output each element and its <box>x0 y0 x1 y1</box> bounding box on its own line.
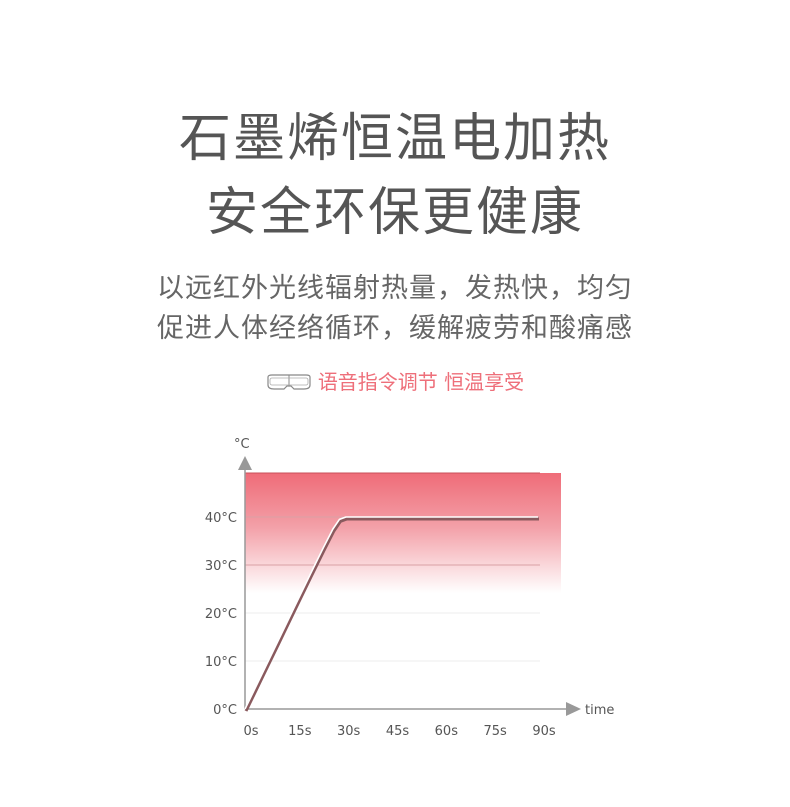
y-axis-arrow <box>238 456 252 470</box>
headline-line-1: 石墨烯恒温电加热 <box>178 109 611 169</box>
y-tick-label: 10°C <box>205 655 237 670</box>
series-line-shadow <box>244 517 539 712</box>
y-tick-label: 0°C <box>213 703 237 718</box>
x-tick-label: 15s <box>288 724 312 739</box>
x-tick-label: 30s <box>337 724 361 739</box>
x-axis-label: time <box>585 703 614 718</box>
x-tick-label: 60s <box>435 724 459 739</box>
series-line <box>244 516 538 710</box>
description-line-2: 促进人体经络循环，缓解疲劳和酸痛感 <box>157 313 633 344</box>
y-axis-label: °C <box>234 437 250 452</box>
y-tick-label: 30°C <box>205 559 237 574</box>
x-tick-label: 0s <box>243 724 258 739</box>
x-tick-label: 45s <box>386 724 410 739</box>
headline-line-2: 安全环保更健康 <box>205 183 584 243</box>
heat-zone <box>245 473 561 593</box>
x-axis-arrow <box>566 702 581 716</box>
y-tick-label: 40°C <box>205 511 237 526</box>
feature-tagline: 语音指令调节 恒温享受 <box>0 366 790 395</box>
x-tick-label: 75s <box>484 724 508 739</box>
feature-text: 语音指令调节 恒温享受 <box>317 370 525 394</box>
description-line-1: 以远红外光线辐射热量，发热快，均匀 <box>157 273 633 304</box>
eye-mask-icon <box>267 374 311 390</box>
x-tick-label: 90s <box>532 724 556 739</box>
y-tick-label: 20°C <box>205 607 237 622</box>
